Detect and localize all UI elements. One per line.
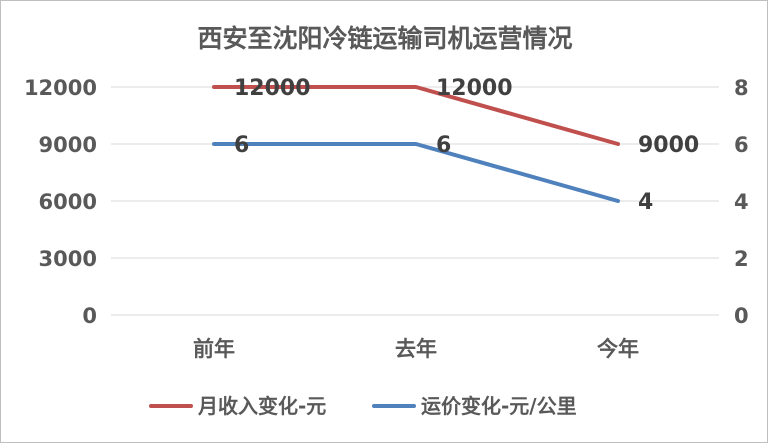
data-label: 6 <box>234 133 249 158</box>
legend-label: 月收入变化-元 <box>197 394 326 418</box>
data-label: 12000 <box>234 76 311 101</box>
legend-label: 运价变化-元/公里 <box>421 394 577 418</box>
right-axis-tick-label: 0 <box>734 304 749 328</box>
x-axis-ticks: 前年 去年 今年 <box>193 337 639 361</box>
x-axis-tick-label: 前年 <box>193 337 235 361</box>
right-axis-tick-label: 6 <box>734 133 749 157</box>
left-axis-tick-label: 6000 <box>39 190 97 214</box>
left-axis-tick-label: 3000 <box>39 247 97 271</box>
right-axis-ticks: 0 2 4 6 8 <box>734 76 749 328</box>
data-label: 9000 <box>638 133 699 158</box>
right-axis-tick-label: 2 <box>734 247 749 271</box>
chart-title: 西安至沈阳冷链运输司机运营情况 <box>197 24 572 53</box>
left-axis-tick-label: 0 <box>82 304 97 328</box>
series-line-2 <box>212 142 620 203</box>
left-axis-ticks: 0 3000 6000 9000 12000 <box>24 76 97 328</box>
x-axis-tick-label: 今年 <box>597 337 639 361</box>
data-label: 12000 <box>436 76 513 101</box>
data-label: 6 <box>436 133 451 158</box>
right-axis-tick-label: 8 <box>734 76 749 100</box>
series-line-1 <box>212 85 620 146</box>
data-label: 4 <box>638 190 653 215</box>
series-group <box>212 85 620 203</box>
left-axis-tick-label: 12000 <box>24 76 97 100</box>
gridlines <box>111 86 719 316</box>
data-labels: 12000 12000 9000 6 6 4 <box>234 76 699 215</box>
left-axis-tick-label: 9000 <box>39 133 97 157</box>
legend: 月收入变化-元 运价变化-元/公里 <box>149 394 577 418</box>
right-axis-tick-label: 4 <box>734 190 749 214</box>
x-axis-tick-label: 去年 <box>395 337 437 361</box>
